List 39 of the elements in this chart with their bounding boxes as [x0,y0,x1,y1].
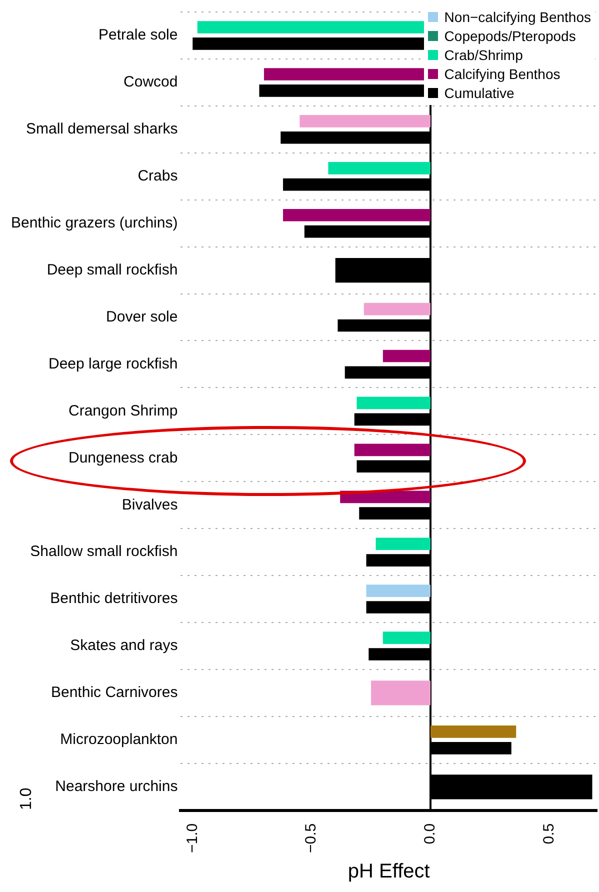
bar [356,396,430,410]
y-tick-label: Cowcod [124,74,178,91]
x-tick-label: 0.0 [422,823,439,844]
y-tick-label: Nearshore urchins [55,778,178,796]
bar [354,444,430,456]
bar [364,302,430,316]
y-tick-label: Crangon Shrimp [68,402,178,420]
y-tick-label: Crabs [138,168,178,185]
bar [376,538,430,550]
bar [382,632,430,644]
legend-label: Copepods/Pteropods [444,28,576,44]
y-tick-label: Shallow small rockfish [30,543,178,560]
legend-label: Cumulative [444,85,514,101]
legend-label: Calcifying Benthos [444,66,560,82]
y-tick-label: Skates and rays [70,637,178,654]
bar [283,208,430,222]
legend-label: Non−calcifying Benthos [444,9,591,25]
y-tick-label: Microzooplankton [60,731,178,748]
bar [430,726,516,738]
legend-label: Crab/Shrimp [444,47,523,63]
y-tick-label: Bivalves [122,496,178,514]
y-tick-label: Petrale sole [98,26,178,44]
y-tick-label: Deep small rockfish [46,261,178,278]
bar [382,350,430,362]
bar [328,162,430,174]
y-tick-label: Dungeness crab [68,449,178,466]
bar [366,584,430,597]
x-tick-label: 0.5 [540,823,558,844]
bar [300,115,430,128]
y-tick-label: Benthic grazers (urchins) [10,214,178,232]
x-tick-label: −1.0 [184,823,201,854]
y-tick-label: Small demersal sharks [26,120,178,138]
y-tick-label: Deep large rockfish [48,355,178,372]
x-axis-title: pH Effect [348,860,430,883]
x-tick-label: −0.5 [302,823,320,854]
y-tick-label: Dover sole [106,308,178,326]
y-tick-label: Benthic detritivores [50,590,178,608]
text: 1.0 [18,788,36,810]
y-tick-label: Benthic Carnivores [50,684,178,702]
